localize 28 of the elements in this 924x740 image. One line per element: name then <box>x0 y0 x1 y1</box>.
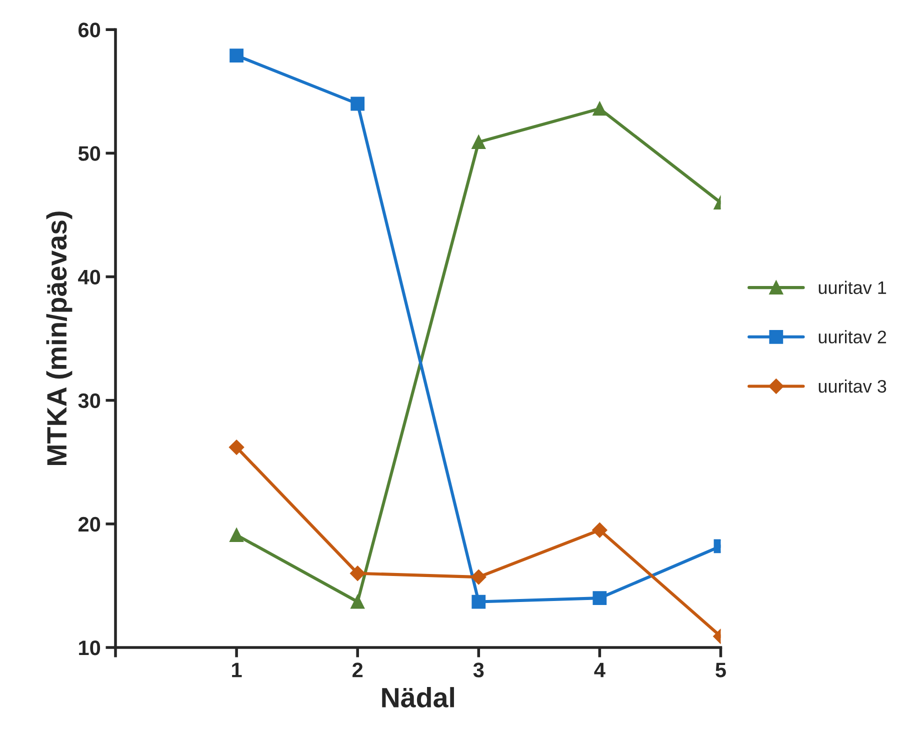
y-axis-title: MTKA (min/päevas) <box>46 212 72 466</box>
y-tick-label: 50 <box>78 146 100 161</box>
legend-label: uuritav 1 <box>818 280 886 294</box>
point <box>350 566 366 581</box>
point <box>592 591 607 606</box>
point <box>472 135 486 150</box>
y-tick-label: 20 <box>78 516 100 532</box>
x-tick-label: 3 <box>473 662 484 678</box>
x-tick-label: 5 <box>716 662 726 678</box>
point <box>228 440 244 455</box>
x-tick-label: 1 <box>232 662 242 678</box>
legend-label: uuritav 2 <box>818 330 886 344</box>
point <box>230 48 244 62</box>
y-tick-label: 60 <box>78 22 100 38</box>
point <box>350 594 365 609</box>
x-tick-label: 2 <box>352 662 363 678</box>
point <box>230 528 244 542</box>
y-tick-label: 30 <box>78 393 100 408</box>
x-tick-label: 4 <box>594 662 606 678</box>
legend-label: uuritav 3 <box>818 379 886 393</box>
point <box>350 96 365 111</box>
point <box>592 522 608 538</box>
point <box>471 569 486 585</box>
point <box>472 594 486 609</box>
point <box>592 102 607 116</box>
y-tick-label: 10 <box>79 640 100 656</box>
y-tick-label: 40 <box>78 270 100 285</box>
x-axis-title: Nädal <box>382 687 454 708</box>
